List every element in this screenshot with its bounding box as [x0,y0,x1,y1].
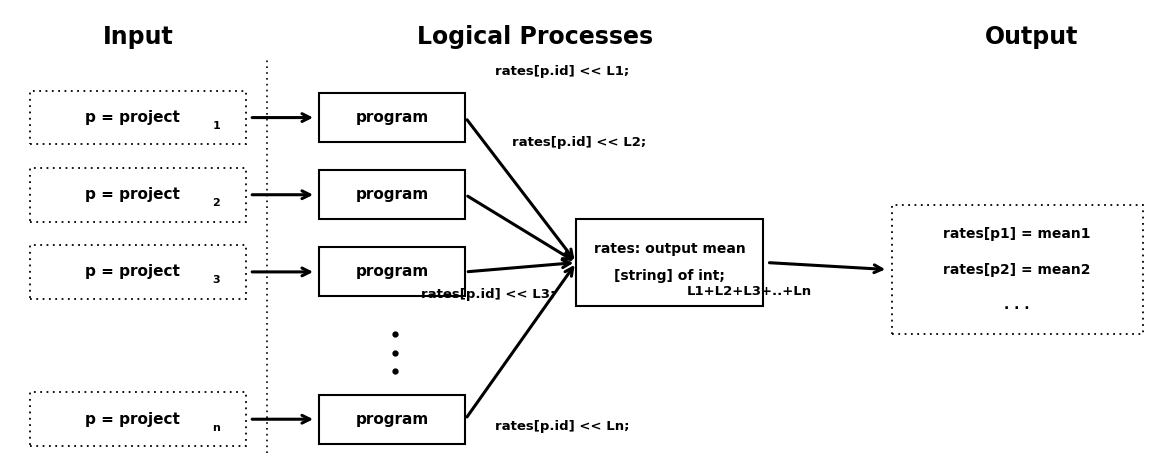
Bar [29,392,246,446]
Text: program: program [356,110,429,125]
Text: . . .: . . . [1004,298,1030,312]
Text: L1+L2+L3+..+Ln: L1+L2+L3+..+Ln [687,285,811,298]
Bar [320,395,466,444]
Text: 3: 3 [213,275,220,285]
Text: p = project: p = project [85,110,180,125]
Text: 1: 1 [212,121,220,131]
Text: 2: 2 [212,198,220,208]
Bar [29,91,246,145]
Text: program: program [356,187,429,202]
Text: p = project: p = project [85,264,180,279]
Bar [320,93,466,142]
Text: Input: Input [103,25,174,49]
Text: rates[p.id] << Ln;: rates[p.id] << Ln; [495,419,629,433]
Text: program: program [356,264,429,279]
Bar [29,245,246,299]
Text: rates[p2] = mean2: rates[p2] = mean2 [943,263,1091,277]
Text: program: program [356,412,429,426]
Bar [320,248,466,297]
Bar [891,205,1143,334]
Bar [29,168,246,222]
Text: Logical Processes: Logical Processes [417,25,654,49]
Text: rates[p1] = mean1: rates[p1] = mean1 [943,228,1091,241]
Text: rates[p.id] << L3;: rates[p.id] << L3; [421,288,555,301]
Text: rates[p.id] << L1;: rates[p.id] << L1; [495,66,629,79]
Bar [320,170,466,219]
Text: [string] of int;: [string] of int; [614,268,726,283]
Text: n: n [212,423,220,433]
Text: rates[p.id] << L2;: rates[p.id] << L2; [512,136,647,149]
Text: rates: output mean: rates: output mean [594,241,746,256]
Text: Output: Output [985,25,1078,49]
Text: p = project: p = project [85,187,180,202]
Text: p = project: p = project [85,412,180,426]
Bar [576,219,763,306]
